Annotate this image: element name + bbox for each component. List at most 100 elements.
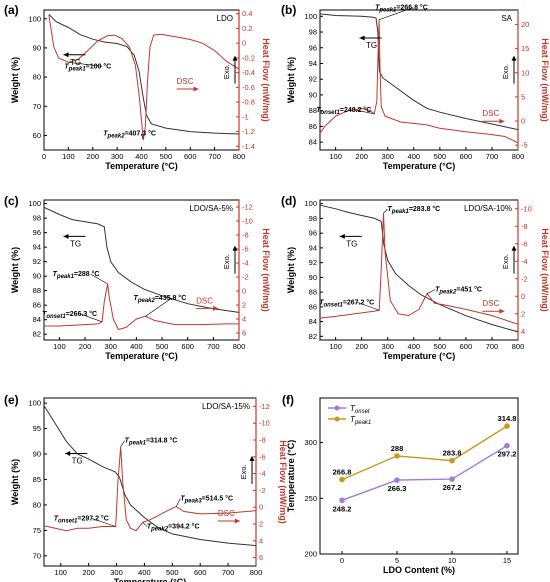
series-line-t-onset [341,445,508,501]
tg-label: TG [70,58,81,67]
x-axis-label: Temperature (°C) [383,161,455,171]
y-left-tick-label: 100 [28,199,41,208]
annotation-leader [68,62,103,67]
x-tick-label: 15 [503,556,511,565]
y-right-tick-label: -8 [521,222,528,231]
panel-title: LDO/SA-15% [202,402,250,411]
y-right-tick-label: 0 [242,287,246,296]
y-right-tick-label: -2 [242,273,249,282]
y-right-tick-label: -5 [521,141,528,150]
annotation-leader [140,133,144,140]
y-right-axis-label: Heat Flow (mW/mg) [261,38,271,122]
tg-arrow-head [359,35,365,41]
y-right-tick-label: 0 [521,292,525,301]
y-right-tick-label: -0.2 [242,53,255,62]
y-right-tick-label: -10 [259,419,270,428]
dsc-series-line [44,283,239,331]
dsc-label: DSC [177,77,194,86]
x-tick-label: 100 [62,152,75,161]
exo-arrow-head [511,55,517,61]
annotation-leader [142,522,148,527]
dsc-label: DSC [196,296,213,305]
plot-frame [319,397,519,555]
x-tick-label: 200 [355,342,368,351]
annotation-label: Tpeak2=407.3 °C [103,130,156,140]
x-tick-label: 200 [355,152,368,161]
y-left-tick-label: 70 [33,551,41,560]
y-right-tick-label: 2 [242,301,246,310]
y-right-axis-label: Heat Flow (mW/mg) [540,38,550,122]
x-tick-label: 400 [130,342,143,351]
x-tick-label: 300 [104,342,117,351]
y-left-tick-label: 90 [309,273,317,282]
y-left-tick-label: 80 [33,500,41,509]
x-tick-label: 600 [181,342,194,351]
y-left-tick-label: 100 [304,12,317,21]
y-left-tick-label: 86 [309,122,317,131]
y-left-tick-label: 96 [309,43,317,52]
tg-arrow-head [63,52,69,58]
y-left-tick-label: 94 [309,59,317,68]
panel-title: LDO [217,14,233,23]
y-right-tick-label: -0.4 [242,68,255,77]
annotation-label: Tonset1=266.3 °C [42,310,97,320]
plot-frame [43,199,240,341]
dsc-arrow-head [499,118,505,124]
y-right-tick-label: 4 [521,327,525,336]
y-right-axis-label: Heat Flow (mW/mg) [261,228,271,312]
tg-series-line [319,13,519,131]
y-left-tick-label: 84 [309,138,317,147]
panel-d: (d) 100 200 300 400 500 600 700 800 Temperature (… [281,194,550,361]
exo-label: Exo. [501,254,510,269]
panel-label: (e) [4,393,19,407]
y-left-tick-label: 96 [33,228,41,237]
data-label: 267.2 [443,483,462,492]
annotation-label: Tpeak2=451 °C [435,286,482,296]
x-tick-label: 600 [460,152,473,161]
exo-label: Exo. [222,64,231,79]
y-left-tick-label: 96 [309,229,317,238]
y-left-axis-label: Weight (%) [10,247,20,293]
legend-label: Tpeak1 [350,415,371,426]
annotation-label: Tonset1=267.2 °C [319,298,374,308]
x-tick-label: 600 [194,568,207,577]
y-left-tick-label: 100 [28,399,41,408]
y-right-tick-label: 4 [242,315,246,324]
y-left-tick-label: 90 [33,450,41,459]
x-tick-label: 800 [233,342,246,351]
y-right-tick-label: -4 [259,469,266,478]
y-left-tick-label: 98 [309,28,317,37]
exo-label: Exo. [239,464,248,479]
y-left-tick-label: 90 [309,90,317,99]
y-left-tick-label: 75 [33,526,41,535]
y-left-tick-label: 88 [309,106,317,115]
y-left-tick-label: 90 [33,272,41,281]
data-point [339,497,345,504]
tg-series-line [48,14,240,135]
annotation-label: Tpeak1=283.8 °C [388,205,441,215]
y-left-tick-label: 82 [309,332,317,341]
y-right-tick-label: -1.2 [242,127,255,136]
y-left-axis-label: Weight (%) [286,247,296,293]
panel-label: (f) [282,393,294,407]
y-right-tick-label: 2 [259,520,263,529]
y-right-tick-label: -12 [259,402,270,411]
y-right-axis-label: Heat Flow (mW/mg) [278,440,288,524]
x-tick-label: 10 [448,556,456,565]
y-right-tick-label: -4 [521,257,528,266]
y-right-tick-label: 0.2 [242,24,252,33]
plot-frame [319,199,519,341]
tg-series-line [43,405,257,547]
dsc-label: DSC [482,109,499,118]
y-tick-label: 250 [304,494,317,503]
annotation-label: Tpeak3=514.5 °C [180,494,233,504]
y-left-tick-label: 84 [33,315,41,324]
data-label: 266.8 [333,468,352,477]
data-label: 297.2 [498,450,517,459]
data-point [394,453,400,459]
tg-label: TG [70,239,81,248]
panel-label: (b) [281,3,296,17]
annotation-label: Tpeak2=394.2 °C [147,522,200,532]
x-axis-label: LDO Content (%) [383,565,455,575]
